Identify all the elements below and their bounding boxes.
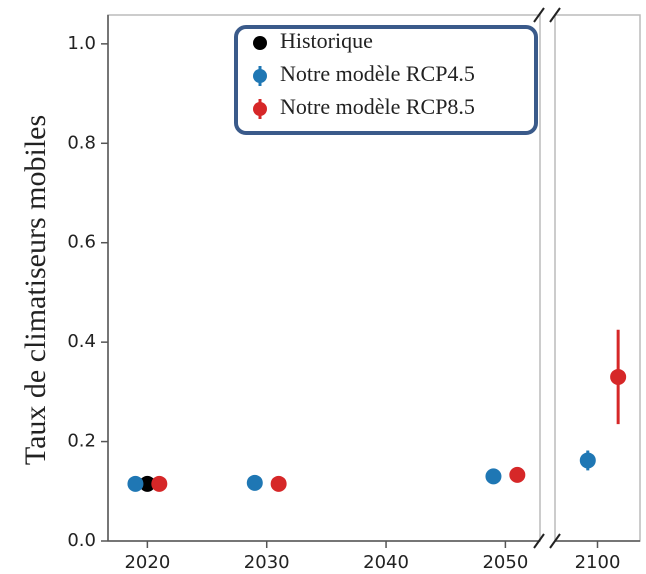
- legend-marker: [253, 102, 267, 116]
- y-tick-label: 0.0: [67, 530, 96, 551]
- y-axis-label: Taux de climatiseurs mobiles: [19, 115, 52, 465]
- point: [270, 475, 287, 492]
- axis-break: [533, 7, 561, 549]
- x-tick-label: 2040: [363, 552, 409, 573]
- x-tick-label: 2100: [575, 552, 621, 573]
- plot-frame: [554, 14, 641, 542]
- axis-break-gap: [541, 5, 554, 555]
- point: [509, 466, 526, 483]
- y-tick-label: 0.4: [67, 331, 96, 352]
- legend-marker: [253, 69, 267, 83]
- x-tick-label: 2020: [124, 552, 170, 573]
- y-tick-label: 0.2: [67, 431, 96, 452]
- point: [151, 475, 168, 492]
- point: [610, 368, 627, 385]
- legend-marker: [253, 36, 267, 50]
- point: [127, 475, 144, 492]
- y-tick-label: 1.0: [67, 33, 96, 54]
- legend-box: [234, 25, 538, 135]
- legend: Historique Notre modèle RCP4.5 Notre modèl…: [234, 25, 538, 135]
- legend-label: Notre modèle RCP4.5: [280, 61, 475, 86]
- point: [485, 468, 502, 485]
- x-tick-label: 2030: [244, 552, 290, 573]
- legend-label: Historique: [280, 28, 373, 53]
- y-tick-label: 0.6: [67, 232, 96, 253]
- y-tick-label: 0.8: [67, 132, 96, 153]
- x-tick-label: 2050: [482, 552, 528, 573]
- point: [579, 452, 596, 469]
- point: [139, 475, 156, 492]
- point: [246, 474, 263, 491]
- legend-label: Notre modèle RCP8.5: [280, 94, 475, 119]
